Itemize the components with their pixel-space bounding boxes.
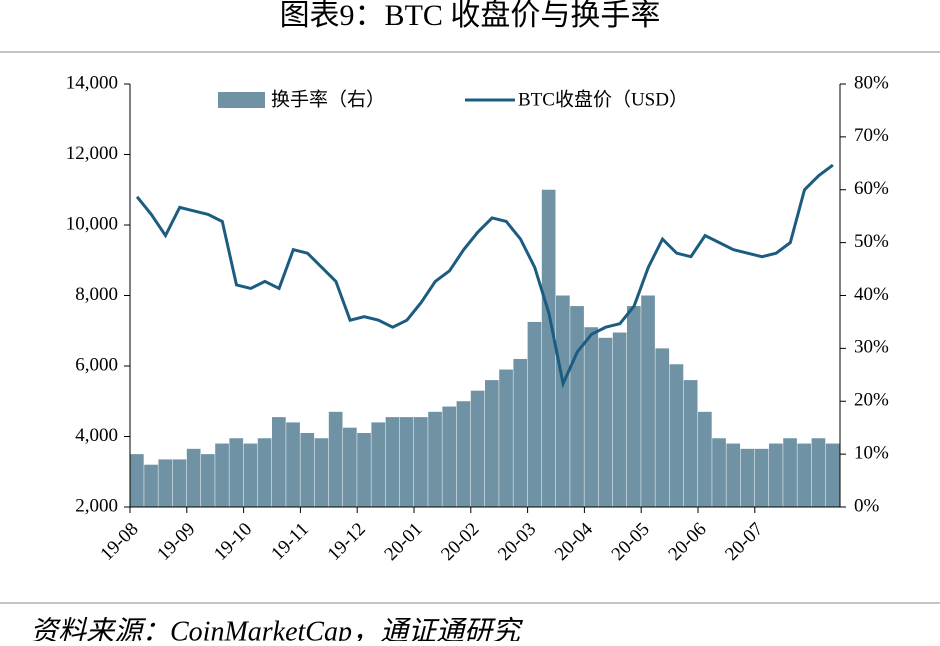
bar xyxy=(414,417,428,507)
y-tick-label: 12,000 xyxy=(66,143,118,164)
bar xyxy=(399,417,414,507)
bar xyxy=(726,443,741,507)
y-tick-label: 10,000 xyxy=(66,213,118,234)
bar xyxy=(825,443,840,507)
source: 资料来源：CoinMarketCap，通证通研究 xyxy=(30,616,523,641)
bar xyxy=(641,295,655,507)
x-tick-label: 20-06 xyxy=(664,519,710,565)
bar xyxy=(243,443,258,507)
bar xyxy=(655,348,670,507)
y2-tick-label: 60% xyxy=(854,178,889,199)
bar xyxy=(612,332,627,507)
y2-tick-label: 30% xyxy=(854,337,889,358)
bar xyxy=(811,438,826,507)
chart-title: 图表9：BTC 收盘价与换手率 xyxy=(280,0,661,32)
x-tick-label: 19-11 xyxy=(267,519,313,565)
y-tick-label: 8,000 xyxy=(75,284,118,305)
bar xyxy=(541,189,556,507)
bar xyxy=(300,432,315,507)
bar xyxy=(343,427,357,507)
x-tick-label: 19-09 xyxy=(153,519,199,565)
bar xyxy=(712,438,726,507)
bar xyxy=(627,306,641,507)
bar xyxy=(527,321,542,507)
bar xyxy=(215,443,229,507)
y2-tick-label: 80% xyxy=(854,72,889,93)
y2-tick-label: 20% xyxy=(854,390,889,411)
y2-tick-label: 50% xyxy=(854,231,889,252)
bar xyxy=(201,454,215,507)
x-tick-label: 20-04 xyxy=(551,518,598,565)
x-tick-label: 19-12 xyxy=(324,519,370,565)
y2-tick-label: 70% xyxy=(854,125,889,146)
bar xyxy=(456,401,471,507)
y2-tick-label: 0% xyxy=(854,495,880,516)
bar xyxy=(584,327,599,507)
price-line xyxy=(135,163,834,389)
bar xyxy=(485,380,499,507)
bar xyxy=(499,369,513,507)
x-tick-label: 20-05 xyxy=(608,519,654,565)
bar xyxy=(357,432,371,507)
bar xyxy=(385,417,400,507)
bar xyxy=(769,443,783,507)
bar xyxy=(286,422,300,507)
bar xyxy=(272,417,286,507)
bar xyxy=(470,390,485,507)
bar xyxy=(740,448,755,507)
bar xyxy=(186,448,201,507)
bar xyxy=(683,380,698,507)
legend-swatch xyxy=(218,92,265,108)
bar xyxy=(229,438,244,507)
y-tick-label: 4,000 xyxy=(75,425,118,446)
y-tick-label: 14,000 xyxy=(66,72,118,93)
bar xyxy=(669,364,684,507)
bar xyxy=(144,464,158,507)
bar xyxy=(328,411,343,507)
bar xyxy=(428,411,442,507)
bar xyxy=(257,438,272,507)
bar xyxy=(698,411,712,507)
legend-label: 换手率（右） xyxy=(271,88,385,110)
x-tick-label: 20-02 xyxy=(437,519,483,565)
x-tick-label: 19-08 xyxy=(96,519,142,565)
bar xyxy=(130,454,144,507)
bar xyxy=(754,448,769,507)
x-tick-label: 20-01 xyxy=(380,519,426,565)
bar xyxy=(172,459,187,507)
x-tick-label: 20-03 xyxy=(494,519,540,565)
bar xyxy=(570,306,584,507)
bar xyxy=(598,337,613,507)
bar xyxy=(783,438,797,507)
y-tick-label: 6,000 xyxy=(75,354,118,375)
x-tick-label: 19-10 xyxy=(210,519,256,565)
y2-tick-label: 10% xyxy=(854,442,889,463)
x-tick-label: 20-07 xyxy=(721,519,767,565)
bar xyxy=(371,422,386,507)
y-tick-label: 2,000 xyxy=(75,495,118,516)
bar xyxy=(158,459,173,507)
bar xyxy=(797,443,812,507)
bar xyxy=(314,438,329,507)
y2-tick-label: 40% xyxy=(854,284,889,305)
bar xyxy=(556,295,570,507)
legend-label: BTC收盘价（USD） xyxy=(518,88,688,110)
bar xyxy=(442,406,457,507)
bar xyxy=(513,358,528,507)
